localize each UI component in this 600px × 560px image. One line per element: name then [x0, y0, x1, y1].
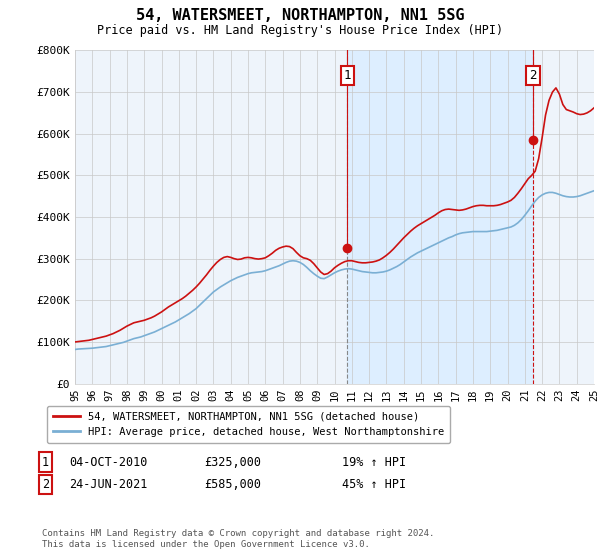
Text: 2: 2	[529, 69, 537, 82]
Text: 54, WATERSMEET, NORTHAMPTON, NN1 5SG: 54, WATERSMEET, NORTHAMPTON, NN1 5SG	[136, 8, 464, 24]
Text: 45% ↑ HPI: 45% ↑ HPI	[342, 478, 406, 491]
Text: 1: 1	[42, 455, 49, 469]
Text: 04-OCT-2010: 04-OCT-2010	[69, 455, 148, 469]
Text: Contains HM Land Registry data © Crown copyright and database right 2024.
This d: Contains HM Land Registry data © Crown c…	[42, 529, 434, 549]
Bar	[347, 50, 533, 384]
Text: £585,000: £585,000	[204, 478, 261, 491]
Text: £325,000: £325,000	[204, 455, 261, 469]
Text: 19% ↑ HPI: 19% ↑ HPI	[342, 455, 406, 469]
Text: 2: 2	[42, 478, 49, 491]
Legend: 54, WATERSMEET, NORTHAMPTON, NN1 5SG (detached house), HPI: Average price, detac: 54, WATERSMEET, NORTHAMPTON, NN1 5SG (de…	[47, 405, 451, 444]
Text: Price paid vs. HM Land Registry's House Price Index (HPI): Price paid vs. HM Land Registry's House …	[97, 24, 503, 37]
Text: 1: 1	[344, 69, 351, 82]
Text: 24-JUN-2021: 24-JUN-2021	[69, 478, 148, 491]
